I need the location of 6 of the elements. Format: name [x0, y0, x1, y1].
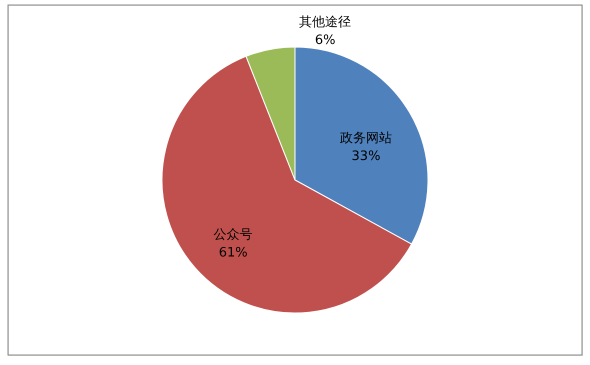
slice-label: 政务网站	[340, 131, 392, 146]
slice-label: 其他途径	[299, 14, 352, 30]
slice-label: 公众号	[214, 228, 253, 243]
data-label: 33%	[352, 149, 380, 164]
data-label: 61%	[218, 246, 248, 261]
data-label: 6%	[314, 32, 336, 48]
